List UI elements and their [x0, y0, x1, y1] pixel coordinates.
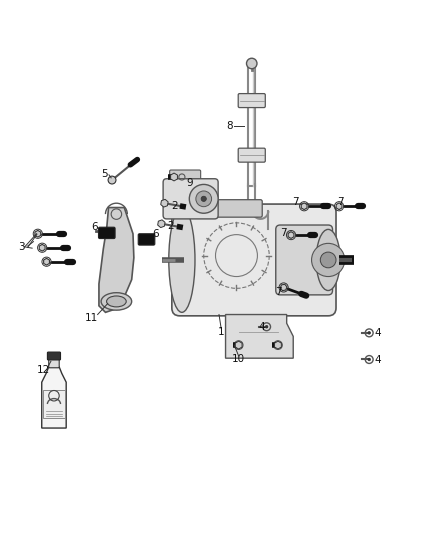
Polygon shape	[280, 284, 287, 290]
Polygon shape	[301, 203, 307, 209]
FancyBboxPatch shape	[215, 200, 262, 217]
Polygon shape	[235, 341, 242, 349]
Text: 11: 11	[85, 312, 98, 322]
Circle shape	[311, 244, 345, 277]
Circle shape	[247, 58, 257, 69]
Circle shape	[196, 191, 212, 207]
FancyBboxPatch shape	[238, 94, 265, 108]
Text: 2: 2	[167, 221, 173, 231]
Text: 7: 7	[337, 197, 344, 207]
FancyBboxPatch shape	[49, 357, 59, 368]
Polygon shape	[35, 230, 41, 237]
Polygon shape	[336, 203, 342, 209]
Text: 4: 4	[374, 328, 381, 338]
Polygon shape	[39, 244, 45, 251]
Ellipse shape	[101, 293, 132, 310]
Text: 9: 9	[186, 177, 193, 188]
FancyBboxPatch shape	[43, 391, 65, 417]
Ellipse shape	[106, 296, 126, 307]
FancyBboxPatch shape	[276, 225, 332, 295]
FancyBboxPatch shape	[99, 227, 115, 239]
Text: 10: 10	[232, 354, 245, 365]
Circle shape	[368, 358, 371, 361]
Text: 8: 8	[226, 121, 233, 131]
Text: 3: 3	[18, 243, 25, 252]
FancyBboxPatch shape	[170, 170, 201, 183]
Circle shape	[108, 176, 116, 184]
FancyBboxPatch shape	[163, 179, 218, 219]
FancyBboxPatch shape	[238, 148, 265, 162]
Circle shape	[265, 326, 268, 328]
Text: 4: 4	[374, 355, 381, 365]
Text: 1: 1	[218, 327, 225, 337]
Text: 6: 6	[92, 222, 98, 232]
Circle shape	[201, 196, 206, 201]
FancyBboxPatch shape	[172, 204, 336, 316]
Polygon shape	[288, 232, 294, 238]
Polygon shape	[42, 367, 66, 428]
Polygon shape	[171, 173, 177, 181]
Text: 7: 7	[280, 228, 287, 238]
Circle shape	[368, 332, 371, 334]
Text: 2: 2	[171, 201, 178, 211]
Ellipse shape	[169, 207, 195, 312]
Text: 6: 6	[152, 229, 159, 239]
Text: 7: 7	[275, 287, 281, 297]
Circle shape	[189, 184, 218, 213]
Polygon shape	[158, 220, 165, 228]
Text: 4: 4	[258, 322, 265, 332]
FancyBboxPatch shape	[47, 352, 60, 360]
Polygon shape	[161, 199, 168, 207]
Polygon shape	[99, 207, 134, 312]
FancyBboxPatch shape	[138, 234, 155, 245]
Text: 12: 12	[37, 365, 50, 375]
Circle shape	[320, 252, 336, 268]
Polygon shape	[275, 341, 281, 349]
Ellipse shape	[316, 229, 340, 290]
Polygon shape	[44, 259, 49, 265]
Polygon shape	[226, 314, 293, 358]
Text: 5: 5	[101, 168, 107, 179]
Text: 7: 7	[293, 197, 299, 207]
